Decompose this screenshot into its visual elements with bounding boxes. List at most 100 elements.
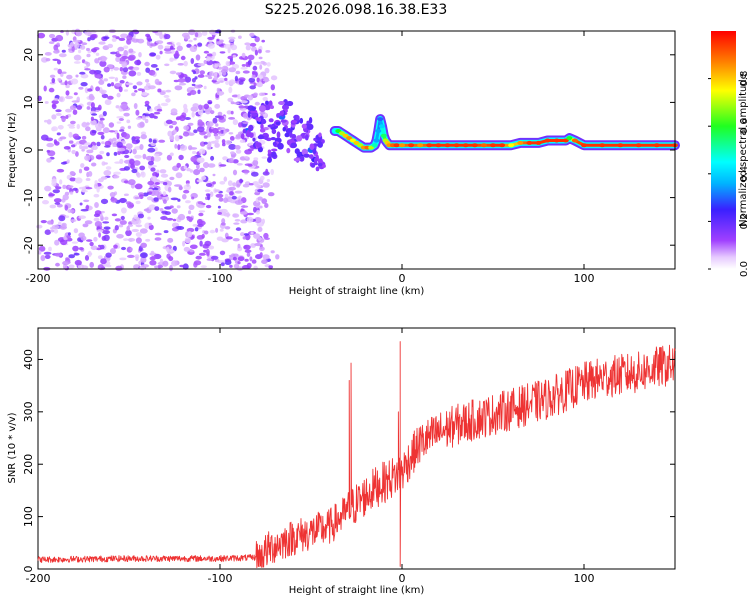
noise-blob: [108, 122, 115, 128]
noise-blob: [209, 29, 216, 35]
transition-blob: [270, 137, 276, 141]
noise-blob: [184, 76, 192, 83]
noise-blob: [235, 227, 242, 231]
noise-blob: [229, 264, 233, 268]
noise-blob: [54, 239, 60, 246]
noise-blob: [245, 45, 251, 51]
transition-blob: [284, 132, 290, 138]
noise-blob: [133, 103, 138, 109]
noise-blob: [230, 110, 234, 115]
noise-blob: [46, 149, 51, 153]
noise-blob: [198, 212, 204, 217]
noise-blob: [49, 226, 58, 230]
ridge-point: [393, 143, 400, 148]
noise-blob: [40, 220, 47, 224]
noise-blob: [246, 216, 254, 223]
noise-blob: [169, 205, 174, 209]
noise-blob: [200, 265, 207, 268]
noise-blob: [55, 109, 62, 113]
noise-blob: [188, 132, 195, 136]
noise-blob: [153, 111, 161, 115]
noise-blob: [123, 180, 129, 184]
transition-blob: [317, 141, 324, 148]
noise-blob: [60, 238, 68, 246]
noise-blob: [136, 217, 140, 223]
transition-blob: [260, 123, 264, 130]
noise-blob: [90, 119, 97, 126]
noise-blob: [266, 62, 271, 67]
noise-blob: [65, 108, 72, 113]
noise-blob: [99, 60, 107, 67]
noise-blob: [206, 121, 214, 127]
ridge-point: [346, 136, 353, 141]
noise-blob: [268, 265, 274, 269]
noise-blob: [128, 70, 137, 77]
noise-blob: [43, 85, 47, 92]
noise-blob: [241, 52, 246, 58]
noise-blob: [167, 237, 174, 243]
noise-blob: [147, 216, 151, 220]
noise-blob: [190, 58, 195, 64]
ridge-point: [357, 143, 364, 148]
noise-blob: [135, 117, 142, 120]
ridge-point: [462, 143, 469, 148]
noise-blob: [228, 117, 236, 120]
noise-blob: [123, 238, 129, 242]
noise-blob: [67, 123, 75, 127]
noise-blob: [188, 204, 195, 210]
transition-blob: [301, 123, 307, 129]
noise-blob: [253, 157, 259, 161]
noise-blob: [140, 252, 148, 259]
noise-blob: [72, 187, 78, 191]
noise-blob: [99, 213, 103, 218]
colorbar-tick-label: 0.0: [739, 261, 750, 277]
noise-blob: [162, 199, 167, 204]
noise-blob: [131, 92, 136, 97]
noise-blob: [129, 247, 133, 252]
transition-blob: [286, 100, 294, 107]
transition-blob: [263, 135, 269, 140]
noise-blob: [218, 70, 222, 77]
noise-blob: [207, 163, 216, 168]
noise-blob: [176, 72, 181, 76]
noise-blob: [142, 115, 146, 121]
noise-blob: [148, 222, 152, 226]
noise-blob: [46, 142, 54, 148]
noise-blob: [112, 137, 117, 142]
noise-blob: [107, 43, 114, 49]
noise-blob: [84, 68, 91, 71]
noise-blob: [206, 132, 211, 138]
noise-blob: [78, 49, 82, 54]
transition-blob: [251, 106, 256, 111]
noise-blob: [99, 89, 107, 94]
transition-blob: [275, 121, 281, 126]
transition-blob: [257, 135, 264, 140]
noise-blob: [226, 110, 232, 115]
noise-blob: [107, 95, 114, 100]
noise-blob: [247, 94, 254, 101]
noise-blob: [71, 46, 75, 52]
noise-blob: [155, 40, 164, 44]
noise-blob: [100, 134, 105, 140]
noise-blob: [65, 115, 69, 119]
noise-blob: [232, 213, 240, 218]
noise-blob: [69, 209, 75, 214]
noise-blob: [119, 198, 127, 203]
noise-blob: [141, 91, 148, 96]
noise-blob: [94, 123, 103, 129]
noise-blob: [259, 64, 263, 70]
noise-blob: [81, 135, 87, 140]
noise-blob: [45, 58, 51, 62]
noise-blob: [239, 178, 243, 184]
noise-blob: [169, 249, 175, 253]
noise-blob: [68, 264, 75, 269]
noise-blob: [115, 265, 123, 271]
noise-blob: [94, 58, 98, 63]
noise-blob: [185, 180, 190, 185]
colorbar-ticks: 0.0 0.2 0.4 0.6 0.8: [708, 71, 750, 277]
noise-blob: [137, 213, 144, 219]
noise-blob: [108, 76, 116, 80]
noise-blob: [144, 118, 149, 124]
noise-blob: [223, 130, 228, 134]
noise-blob: [65, 95, 74, 100]
